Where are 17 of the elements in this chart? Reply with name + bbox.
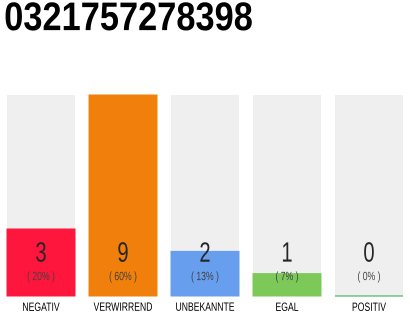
annotation: ( 13% ) (192, 271, 218, 283)
annotation: ( 20% ) (28, 271, 54, 283)
data-label: 3 (36, 242, 46, 262)
data-label: 1 (282, 242, 292, 262)
bar (252, 273, 322, 296)
x-tick-label: EGAL (276, 302, 298, 312)
chart-title: 0321757278398 (6, 2, 252, 31)
annotation: ( 7% ) (276, 271, 298, 283)
x-tick-label: NEGATIV (23, 302, 60, 312)
x-tick-label: UNBEKANNTE (176, 302, 234, 311)
bar (88, 94, 158, 296)
data-label: 0 (364, 242, 374, 262)
x-tick-label: VERWIRREND (94, 302, 152, 311)
data-label: 9 (118, 242, 128, 262)
annotation: ( 60% ) (110, 271, 136, 283)
annotation: ( 0% ) (358, 271, 380, 283)
x-tick-label: POSITIV (352, 302, 386, 312)
